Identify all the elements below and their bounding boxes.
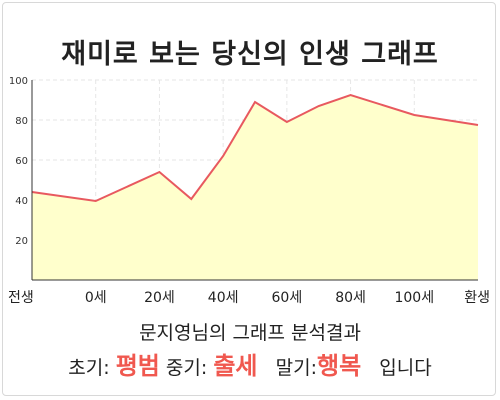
y-tick-label: 40: [15, 196, 28, 207]
x-tick-label: 0세: [85, 290, 107, 306]
y-tick-label: 20: [15, 236, 28, 247]
result-line: 초기: 평범 중기: 출세 말기:행복 입니다: [0, 346, 500, 381]
y-tick-label: 60: [15, 156, 28, 167]
x-tick-label: 40세: [208, 290, 239, 306]
y-tick-label: 80: [15, 116, 28, 127]
mid-label: 중기:: [165, 357, 208, 379]
x-tick-label: 80세: [335, 290, 366, 306]
chart-title: 재미로 보는 당신의 인생 그래프: [61, 39, 439, 70]
x-tick-label: 100세: [394, 290, 434, 306]
late-label: 말기:: [275, 357, 317, 379]
late-value: 행복: [316, 352, 362, 380]
result-subtitle: 문지영님의 그래프 분석결과: [139, 322, 361, 344]
axes-layer: [31, 80, 478, 281]
x-tick-label: 60세: [272, 290, 303, 306]
y-tick-labels: 20 40 60 80 100: [9, 76, 28, 247]
ending-text: 입니다: [379, 357, 432, 379]
early-label: 초기:: [68, 357, 110, 379]
x-tick-label: 전생: [8, 290, 34, 306]
card-frame: [2, 2, 496, 396]
series-line: [31, 93, 479, 203]
x-tick-label: 환생: [464, 290, 490, 306]
early-value: 평범: [115, 352, 160, 380]
x-tick-labels: 전생 0세 20세 40세 60세 80세 100세 환생: [8, 290, 490, 306]
mid-value: 출세: [213, 352, 258, 380]
y-tick-label: 100: [9, 76, 28, 87]
area-fill: [32, 95, 478, 280]
x-tick-label: 20세: [144, 290, 175, 306]
